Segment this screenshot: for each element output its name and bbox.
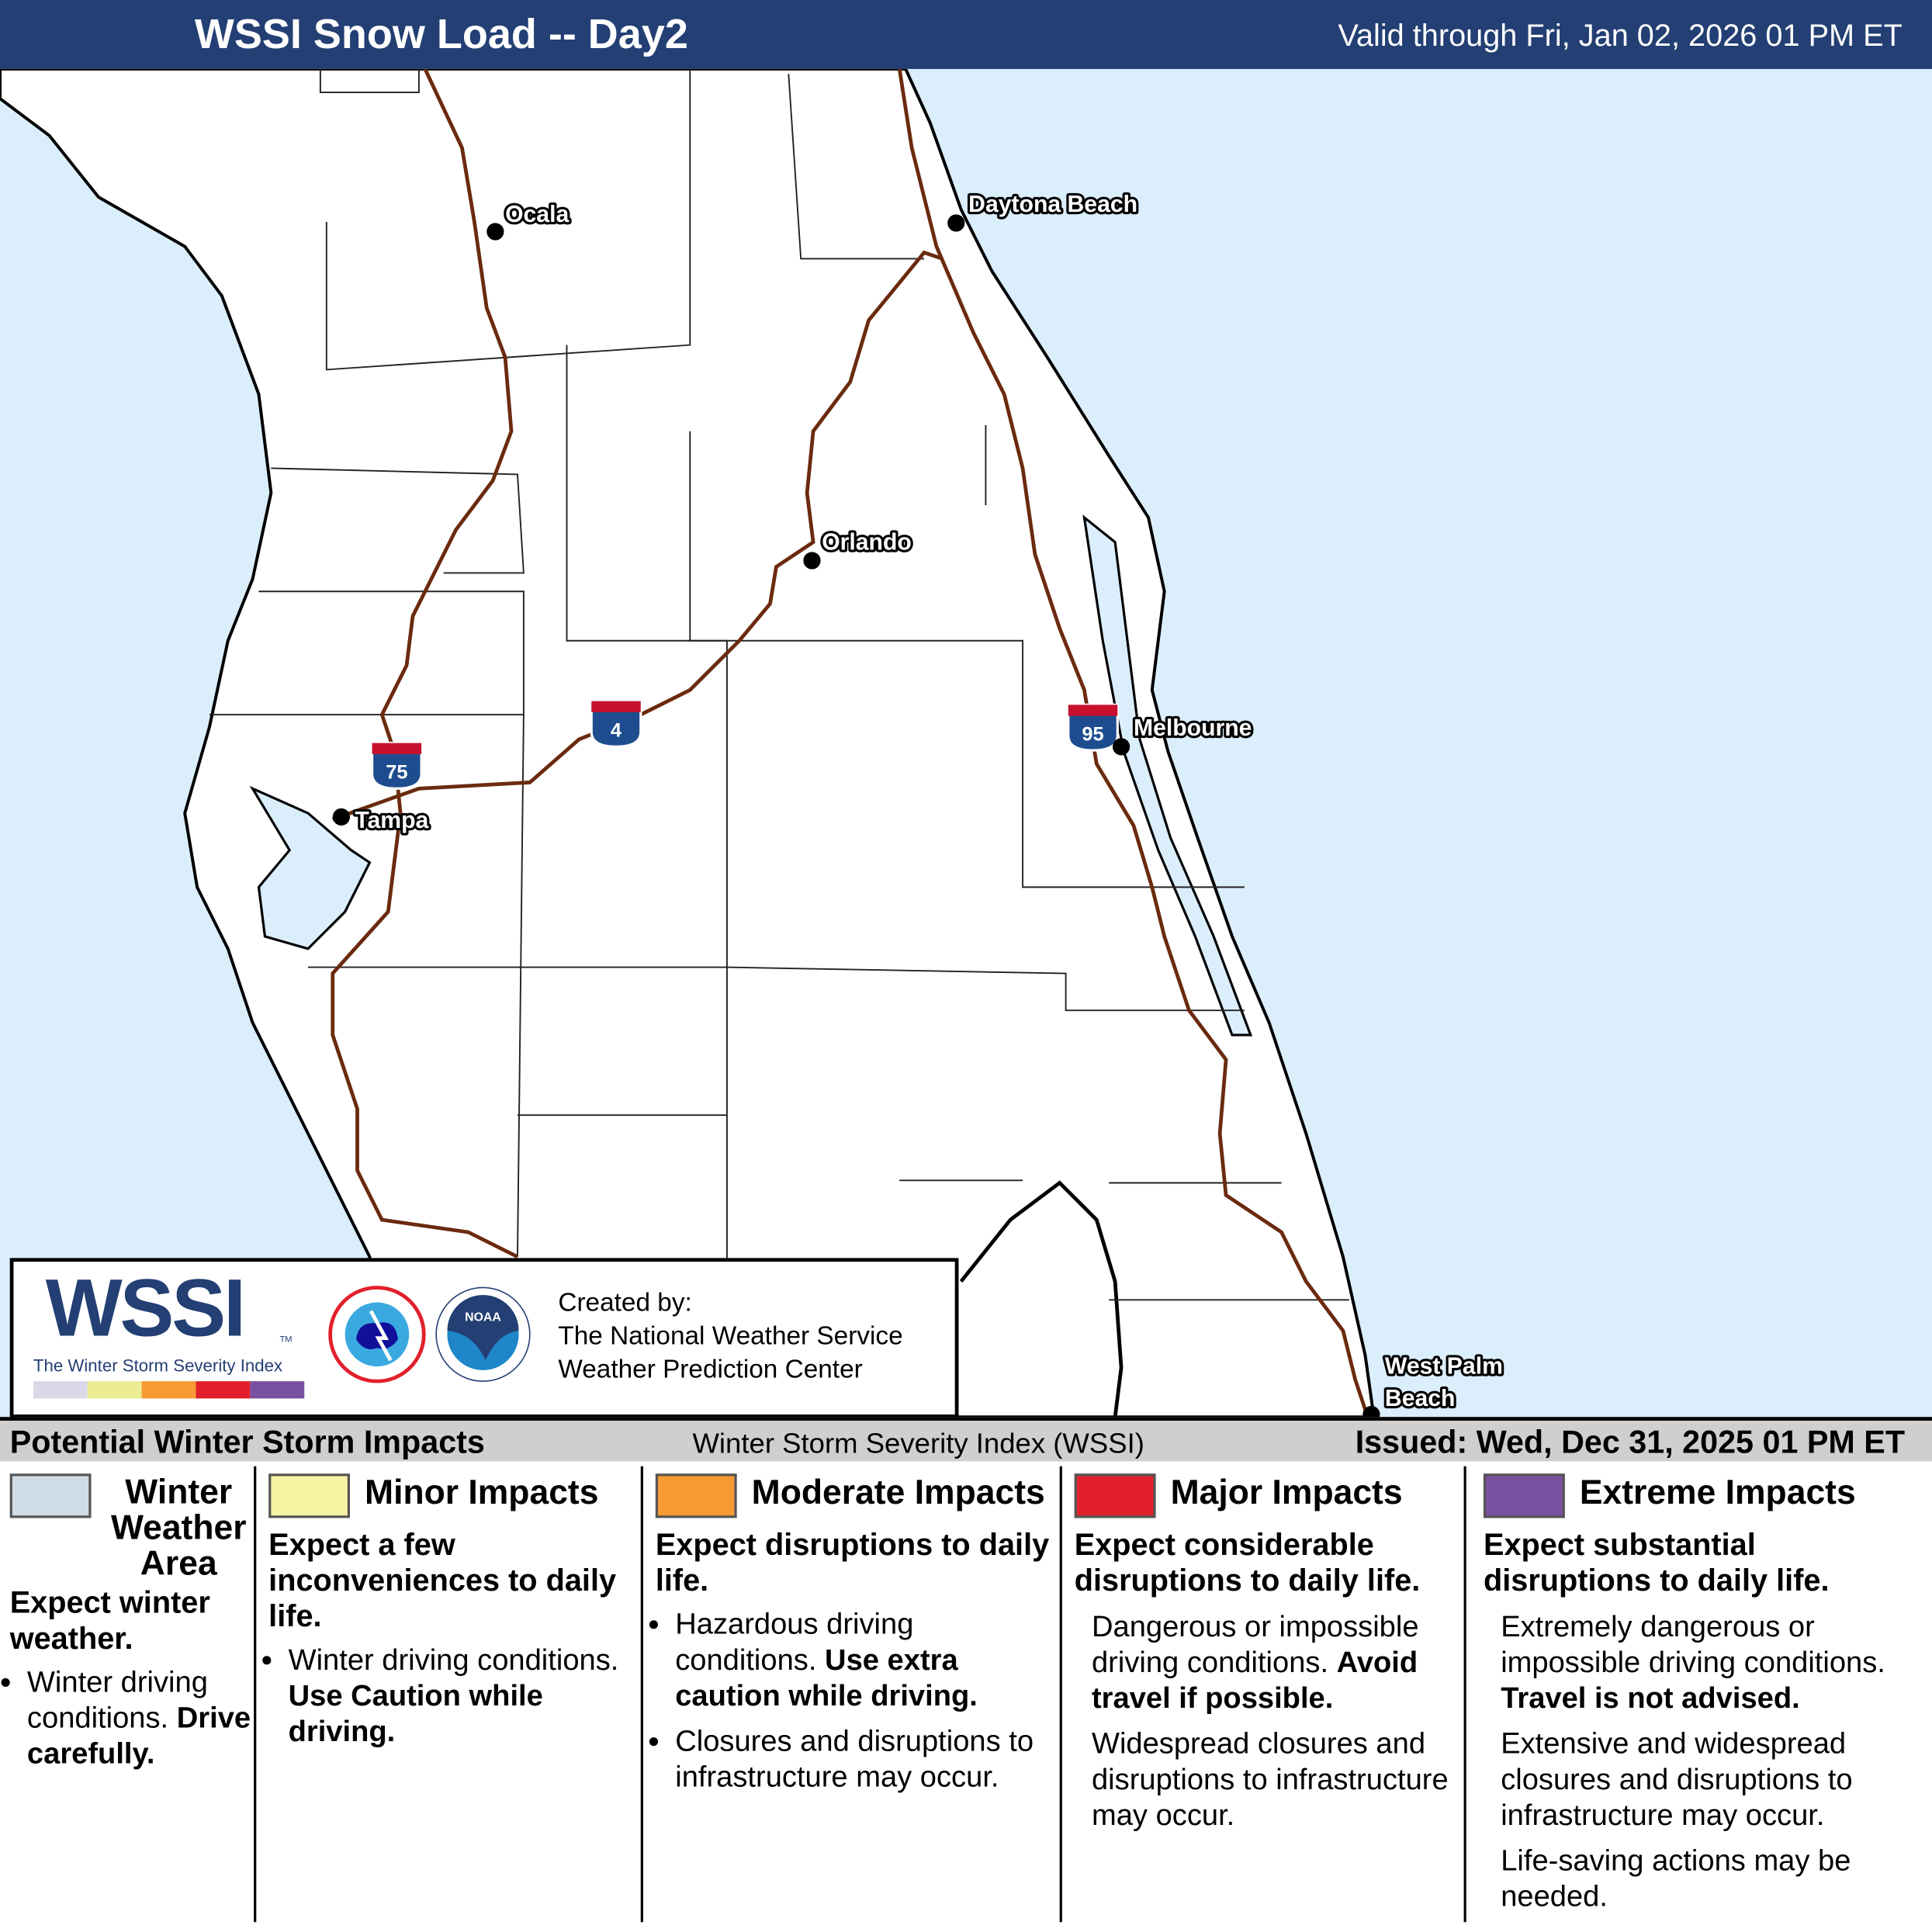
- road-i75: [331, 68, 519, 1259]
- created-by: Created by:: [558, 1289, 692, 1317]
- county-lines: [209, 68, 1349, 1418]
- svg-text:75: 75: [386, 762, 407, 784]
- legend-text: Extensive and widespread closures and di…: [1501, 1727, 1853, 1833]
- credits: Created by: The National Weather Service…: [558, 1286, 902, 1387]
- swatch-extreme: [1483, 1473, 1565, 1518]
- issued-time: Issued: Wed, Dec 31, 2025 01 PM ET: [1355, 1423, 1906, 1460]
- swatch-winter: [9, 1473, 92, 1518]
- city-west-palm-beach: West Palm: [1385, 1354, 1503, 1380]
- severity-color-bar: [33, 1381, 305, 1399]
- road-i95: [897, 68, 1369, 1418]
- lake-okeechobee-shore: [959, 1180, 1124, 1418]
- legend-head: Expect a few inconveniences to daily lif…: [268, 1528, 617, 1634]
- cities: Ocala Daytona Beach Orlando Melbourne Ta…: [332, 189, 1505, 1418]
- divider: [1059, 1466, 1062, 1923]
- divider: [1463, 1466, 1466, 1923]
- shield-i4: 4: [590, 699, 642, 748]
- legend-head: Expect considerable disruptions to daily…: [1074, 1528, 1421, 1598]
- divider: [254, 1466, 257, 1923]
- legend-text: Widespread closures and disruptions to i…: [1091, 1727, 1449, 1833]
- wssi-subtitle: The Winter Storm Severity Index: [33, 1355, 283, 1376]
- divider: [640, 1466, 643, 1923]
- interstate-shields: 75 4 95: [370, 699, 1119, 790]
- interstate-roads: [331, 68, 1369, 1418]
- swatch-major: [1074, 1473, 1156, 1518]
- swatch-moderate: [655, 1473, 737, 1518]
- legend-bold: Avoid travel if possible.: [1091, 1646, 1418, 1716]
- shield-i75: 75: [370, 741, 423, 790]
- legend-head: Expect substantial disruptions to daily …: [1483, 1528, 1830, 1598]
- noaa-logo: NOAA: [435, 1286, 531, 1382]
- city-orlando: Orlando: [822, 529, 912, 555]
- shield-i95: 95: [1067, 703, 1119, 752]
- legend-text: Extremely dangerous or impossible drivin…: [1501, 1610, 1885, 1680]
- legend-text: Hazardous driving conditions.: [675, 1608, 914, 1678]
- legend-minor: Minor Impacts Expect a few inconvenience…: [268, 1461, 638, 1932]
- legend-text: Life-saving actions may be needed.: [1501, 1844, 1851, 1914]
- city-tampa: Tampa: [355, 808, 428, 833]
- svg-text:4: 4: [611, 720, 621, 742]
- city-daytona-beach: Daytona Beach: [968, 192, 1137, 217]
- legend-head: Expect winter weather.: [9, 1585, 210, 1657]
- city-melbourne: Melbourne: [1134, 715, 1252, 741]
- legend-major: Major Impacts Expect considerable disrup…: [1074, 1461, 1462, 1932]
- legend-bold: Drive carefully.: [26, 1702, 251, 1771]
- land: [0, 68, 1376, 1418]
- legend-text: Closures and disruptions to infrastructu…: [675, 1725, 1034, 1795]
- road-i4: [331, 250, 943, 822]
- legend-winter-weather: Winter Weather Area Expect winter weathe…: [9, 1461, 251, 1932]
- header-bar: WSSI Snow Load -- Day2 Valid through Fri…: [0, 0, 1932, 69]
- legend-bold: Use extra caution while driving.: [675, 1643, 978, 1713]
- city-ocala: Ocala: [505, 202, 569, 227]
- legend-title: Extreme Impacts: [1579, 1473, 1856, 1511]
- legend-moderate: Moderate Impacts Expect disruptions to d…: [655, 1461, 1058, 1932]
- legend-title: Minor Impacts: [365, 1473, 599, 1511]
- index-name: Winter Storm Severity Index (WSSI): [692, 1426, 1144, 1459]
- nws-logo: [328, 1286, 426, 1383]
- legend-bold: Use Caution while driving.: [288, 1679, 543, 1749]
- tampa-bay: [249, 785, 372, 950]
- svg-text:95: 95: [1082, 723, 1103, 745]
- valid-time: Valid through Fri, Jan 02, 2026 01 PM ET: [1338, 18, 1903, 54]
- logo-box: WSSI TM The Winter Storm Severity Index …: [9, 1258, 959, 1418]
- legend-text: Winter driving conditions.: [288, 1643, 619, 1678]
- city-west-palm-beach-line2: Beach: [1385, 1386, 1456, 1411]
- legend-title: Winter Weather Area: [110, 1472, 247, 1583]
- impacts-heading: Potential Winter Storm Impacts: [9, 1423, 485, 1460]
- svg-text:NOAA: NOAA: [465, 1311, 501, 1324]
- legend-extreme: Extreme Impacts Expect substantial disru…: [1483, 1461, 1927, 1932]
- map: 75 4 95 Ocala Daytona Beach Orlando Melb…: [0, 68, 1932, 1418]
- credit-nws: The National Weather Service: [558, 1321, 903, 1351]
- wssi-tm: TM: [279, 1335, 293, 1345]
- legend-title: Moderate Impacts: [751, 1473, 1045, 1511]
- legend-title: Major Impacts: [1170, 1473, 1403, 1511]
- legend-header-bar: Potential Winter Storm Impacts Winter St…: [0, 1417, 1932, 1462]
- legend-head: Expect disruptions to daily life.: [655, 1528, 1050, 1598]
- legend-bold: Travel is not advised.: [1501, 1681, 1800, 1716]
- legend-text: Dangerous or impossible driving conditio…: [1091, 1610, 1419, 1680]
- map-title: WSSI Snow Load -- Day2: [194, 11, 688, 58]
- wssi-logo: WSSI: [45, 1262, 246, 1353]
- legend-text: Winter driving conditions.: [26, 1665, 208, 1735]
- credit-wpc: Weather Prediction Center: [558, 1355, 863, 1384]
- swatch-minor: [268, 1473, 350, 1518]
